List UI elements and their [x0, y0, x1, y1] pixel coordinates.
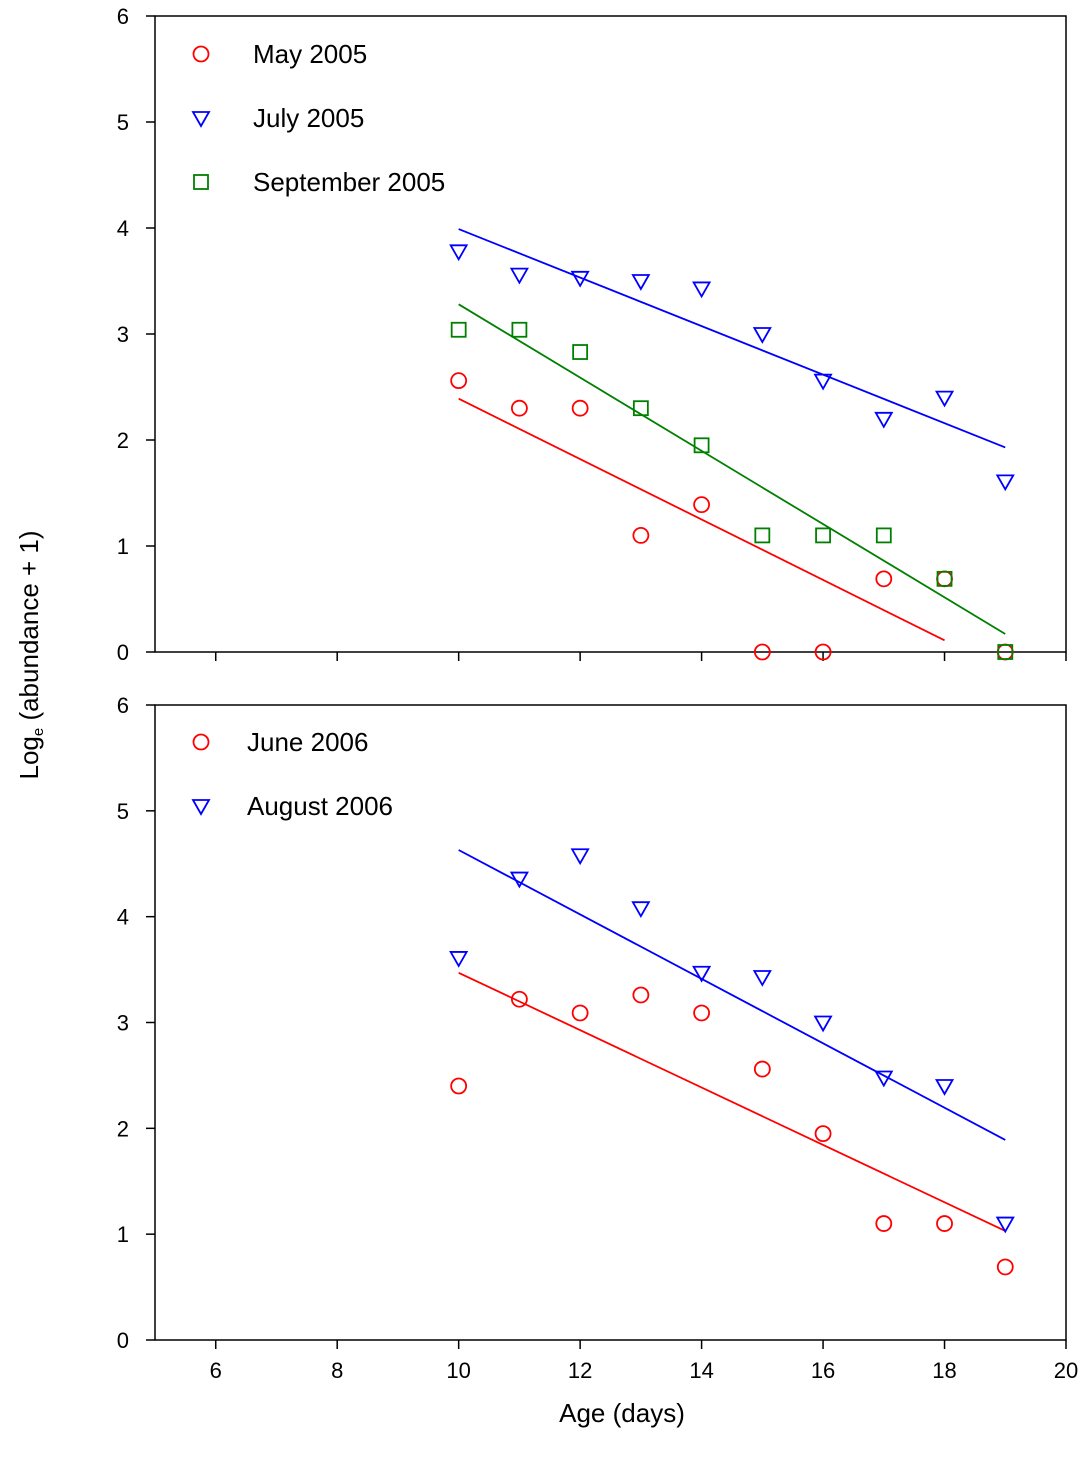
data-point [936, 570, 953, 588]
data-point [571, 1004, 589, 1022]
data-point [752, 327, 772, 344]
y-tick-label: 3 [117, 1011, 129, 1036]
legend-marker [193, 174, 209, 190]
data-point [874, 1070, 894, 1088]
regression-line [458, 303, 1006, 635]
data-point [449, 951, 469, 968]
data-point [450, 372, 468, 390]
legend-label: May 2005 [253, 39, 367, 69]
x-tick-label: 6 [210, 1358, 222, 1383]
data-point [449, 244, 469, 262]
data-point [995, 474, 1015, 492]
y-tick-label: 5 [117, 110, 129, 135]
data-point [450, 1077, 468, 1095]
data-point [995, 1216, 1015, 1234]
legend-marker [192, 733, 210, 751]
data-point [752, 970, 772, 987]
series-september-2005 [450, 303, 1014, 660]
y-tick-label: 2 [117, 1116, 129, 1141]
series-july-2005 [449, 228, 1015, 492]
data-point [631, 901, 651, 919]
y-tick-label: 6 [117, 693, 129, 718]
data-point [934, 390, 955, 408]
data-point [692, 965, 712, 983]
x-tick-label: 16 [811, 1358, 835, 1383]
data-point [813, 373, 833, 391]
data-point [875, 527, 892, 544]
data-point [813, 1015, 833, 1033]
data-point [753, 1060, 771, 1078]
x-tick-label: 12 [568, 1358, 592, 1383]
data-point [511, 321, 528, 338]
y-tick-label: 6 [117, 4, 129, 29]
data-point [815, 527, 831, 544]
regression-line [458, 397, 945, 642]
x-tick-label: 20 [1054, 1358, 1078, 1383]
legend-marker [192, 45, 210, 63]
data-point [997, 644, 1014, 660]
data-point [511, 399, 528, 417]
data-point [570, 848, 590, 866]
series-august-2006 [449, 848, 1015, 1234]
legend-marker [191, 111, 211, 128]
y-axis-label: Loge (abundance + 1) [14, 530, 47, 779]
data-point [875, 1215, 893, 1232]
data-point [450, 321, 467, 338]
data-point [631, 274, 651, 291]
y-tick-label: 3 [117, 322, 129, 347]
data-point [511, 990, 528, 1008]
regression-line [458, 849, 1006, 1141]
regression-line [458, 971, 1006, 1232]
data-point [874, 411, 894, 429]
data-point [754, 527, 771, 544]
x-tick-label: 18 [932, 1358, 956, 1383]
data-point [936, 1215, 953, 1232]
data-point [692, 281, 712, 299]
data-point [936, 570, 953, 587]
data-point [632, 527, 650, 544]
data-point [632, 400, 649, 417]
data-point [509, 871, 529, 889]
legend-label: June 2006 [247, 727, 368, 757]
y-tick-label: 4 [117, 216, 129, 241]
legend-label: July 2005 [253, 103, 364, 133]
y-tick-label: 0 [117, 1328, 129, 1353]
data-point [875, 570, 893, 588]
data-point [509, 267, 529, 285]
series-june-2006 [450, 971, 1014, 1276]
data-point [570, 270, 590, 288]
legend-label: August 2006 [247, 791, 393, 821]
x-axis-label: Age (days) [559, 1398, 685, 1428]
x-tick-label: 14 [689, 1358, 713, 1383]
data-point [996, 1258, 1014, 1276]
data-point [934, 1079, 955, 1096]
data-point [693, 1004, 710, 1022]
legend-label: September 2005 [253, 167, 445, 197]
y-tick-label: 1 [117, 1222, 129, 1247]
x-tick-label: 8 [331, 1358, 343, 1383]
y-tick-label: 4 [117, 905, 129, 930]
y-tick-label: 5 [117, 799, 129, 824]
y-tick-label: 2 [117, 428, 129, 453]
y-tick-label: 0 [117, 640, 129, 665]
legend-marker [191, 799, 211, 816]
data-point [571, 399, 589, 417]
data-point [814, 1125, 832, 1143]
y-tick-label: 1 [117, 534, 129, 559]
data-point [814, 643, 832, 661]
x-tick-label: 10 [446, 1358, 470, 1383]
data-point [572, 344, 589, 360]
data-point [693, 496, 710, 514]
data-point [632, 986, 650, 1004]
data-point [693, 437, 710, 454]
data-point [753, 643, 771, 661]
regression-line [458, 228, 1006, 449]
panel-top: 0 1 2 3 4 5 6 May 2005 July 2005 September 2005 [117, 4, 1067, 665]
